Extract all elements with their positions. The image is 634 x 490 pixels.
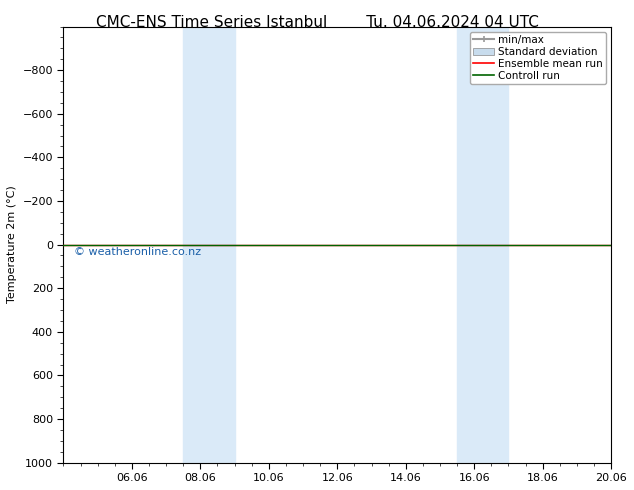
- Text: © weatheronline.co.nz: © weatheronline.co.nz: [74, 247, 202, 257]
- Y-axis label: Temperature 2m (°C): Temperature 2m (°C): [7, 186, 17, 303]
- Legend: min/max, Standard deviation, Ensemble mean run, Controll run: min/max, Standard deviation, Ensemble me…: [470, 32, 606, 84]
- Bar: [457, 26, 508, 463]
- Text: CMC-ENS Time Series Istanbul        Tu. 04.06.2024 04 UTC: CMC-ENS Time Series Istanbul Tu. 04.06.2…: [96, 15, 538, 30]
- Bar: [183, 26, 235, 463]
